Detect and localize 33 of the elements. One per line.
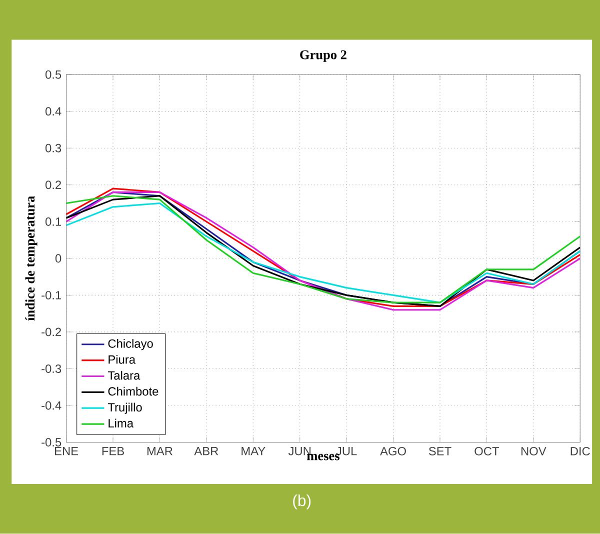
text: (b): [293, 494, 311, 510]
x-tick-label: ENE: [55, 447, 78, 456]
y-tick-label: -0.2: [42, 328, 62, 336]
x-tick-label: FEB: [102, 447, 124, 456]
x-tick-label: OCT: [474, 447, 500, 456]
legend-label: Piura: [108, 355, 136, 364]
y-tick-label: 0.5: [45, 70, 62, 79]
y-tick-label: 0.2: [45, 180, 62, 190]
x-axis-title: meses: [307, 454, 340, 460]
chart-title: Grupo 2: [300, 50, 346, 62]
y-tick-label: 0.1: [45, 218, 62, 226]
legend-label: Chimbote: [108, 386, 158, 396]
x-tick-label: DIC: [570, 447, 590, 456]
y-tick-label: 0: [55, 254, 62, 263]
x-tick-label: MAR: [147, 447, 172, 456]
legend-label: Talara: [108, 371, 140, 380]
legend-label: Lima: [108, 418, 134, 428]
y-tick-label: -0.5: [42, 438, 62, 447]
legend-label: Chiclayo: [108, 339, 153, 350]
y-tick-label: 0.3: [45, 144, 62, 152]
x-tick-label: NOV: [521, 447, 546, 456]
x-tick-label: JUN: [288, 447, 310, 456]
x-tick-label: MAY: [242, 447, 266, 456]
x-tick-label: AGO: [380, 447, 406, 456]
x-tick-label: ABR: [194, 447, 218, 456]
x-tick-label: JUL: [336, 447, 357, 456]
x-tick-label: SET: [428, 447, 452, 456]
y-tick-label: 0.4: [45, 107, 62, 116]
legend-label: Trujillo: [108, 402, 142, 414]
y-tick-label: -0.1: [42, 291, 62, 300]
y-tick-label: -0.3: [42, 364, 62, 374]
y-tick-label: -0.4: [42, 401, 62, 410]
y-axis-title: índice de temperatura: [25, 196, 38, 321]
